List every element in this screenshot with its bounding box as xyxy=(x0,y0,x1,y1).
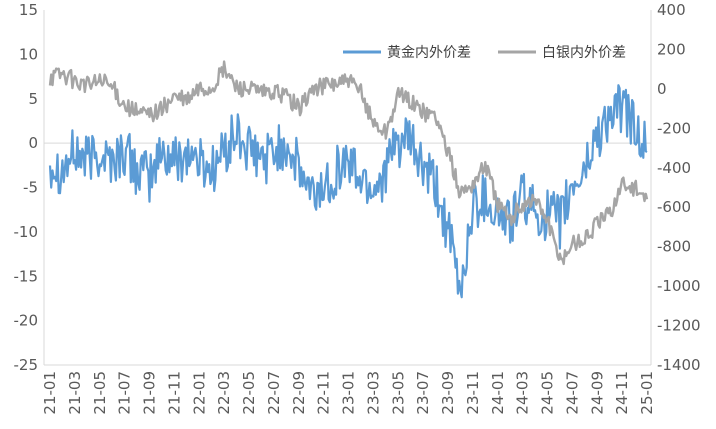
y-left-tick-label: -15 xyxy=(14,267,39,285)
y-right-tick-label: -800 xyxy=(657,238,691,256)
y-right-tick-label: 0 xyxy=(657,80,667,98)
x-tick-label: 22-09 xyxy=(290,371,308,415)
x-tick-label: 24-03 xyxy=(514,371,532,415)
x-tick-label: 23-11 xyxy=(464,371,482,415)
y-left-tick-label: 15 xyxy=(19,1,38,19)
x-tick-label: 24-07 xyxy=(563,371,581,415)
x-tick-label: 21-03 xyxy=(66,371,84,415)
x-tick-label: 21-05 xyxy=(91,371,109,415)
series-line-gold xyxy=(48,84,648,299)
y-left-tick-label: -20 xyxy=(14,312,39,330)
x-tick-label: 23-05 xyxy=(389,371,407,415)
y-left-tick-label: -10 xyxy=(14,223,39,241)
x-tick-label: 24-11 xyxy=(613,371,631,415)
y-right-tick-label: -400 xyxy=(657,159,691,177)
x-tick-label: 22-01 xyxy=(190,371,208,415)
legend: 黄金内外价差 白银内外价差 xyxy=(343,44,626,61)
x-tick-label: 23-09 xyxy=(439,371,457,415)
x-tick-label: 22-03 xyxy=(215,371,233,415)
y-right-tick-label: -1200 xyxy=(657,317,701,335)
y-left-tick-label: 0 xyxy=(28,134,38,152)
x-tick-label: 21-11 xyxy=(165,371,183,415)
y-right-tick-label: -1400 xyxy=(657,356,701,374)
x-tick-label: 24-05 xyxy=(539,371,557,415)
series-line-silver xyxy=(48,60,649,266)
x-tick-label: 24-01 xyxy=(489,371,507,415)
y-right-tick-label: -200 xyxy=(657,119,691,137)
x-tick-label: 22-05 xyxy=(240,371,258,415)
x-tick-label: 21-01 xyxy=(41,371,59,415)
x-tick-label: 24-09 xyxy=(588,371,606,415)
x-tick-label: 23-03 xyxy=(364,371,382,415)
y-left-tick-label: 5 xyxy=(28,90,38,108)
axes: -25 -20 -15 -10 -5 0 5 10 15 -1400 -1200 -1000 -800 -… xyxy=(14,1,701,415)
y-left-tick-label: 10 xyxy=(19,45,38,63)
x-tick-label: 23-07 xyxy=(414,371,432,415)
legend-label: 黄金内外价差 xyxy=(387,44,471,61)
y-right-tick-label: 400 xyxy=(657,1,686,19)
legend-label: 白银内外价差 xyxy=(542,45,626,61)
y-right-tick-label: 200 xyxy=(657,40,686,58)
y-left-tick-label: -25 xyxy=(14,356,39,374)
y-right-tick-label: -1000 xyxy=(657,277,701,295)
x-tick-label: 22-07 xyxy=(265,371,283,415)
x-tick-label: 21-09 xyxy=(141,371,159,415)
plot-area xyxy=(48,60,649,299)
y-right-tick-label: -600 xyxy=(657,198,691,216)
x-tick-label: 21-07 xyxy=(116,371,134,415)
x-tick-label: 23-01 xyxy=(340,371,358,415)
y-left-tick-label: -5 xyxy=(23,179,38,197)
x-tick-label: 25-01 xyxy=(638,371,656,415)
x-tick-label: 22-11 xyxy=(315,371,333,415)
